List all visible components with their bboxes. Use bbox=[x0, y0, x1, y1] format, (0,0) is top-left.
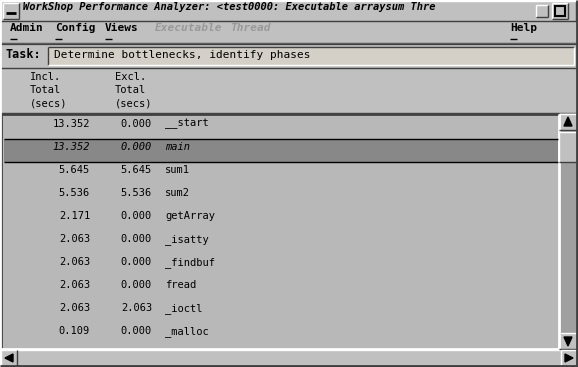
Text: 0.000: 0.000 bbox=[121, 234, 152, 244]
Text: (secs): (secs) bbox=[115, 98, 153, 108]
Text: 0.000: 0.000 bbox=[121, 211, 152, 221]
Text: Help: Help bbox=[510, 23, 537, 33]
Text: Executable: Executable bbox=[155, 23, 223, 33]
Text: fread: fread bbox=[165, 280, 197, 290]
Bar bbox=[1, 350, 17, 366]
Bar bbox=[559, 114, 577, 349]
Text: 2.063: 2.063 bbox=[59, 304, 90, 313]
Text: 5.536: 5.536 bbox=[59, 188, 90, 198]
Bar bbox=[1, 114, 559, 349]
Text: 2.063: 2.063 bbox=[59, 280, 90, 290]
Text: _ioctl: _ioctl bbox=[165, 303, 202, 314]
Polygon shape bbox=[565, 354, 573, 362]
Text: Task:: Task: bbox=[6, 48, 42, 61]
Bar bbox=[552, 3, 568, 19]
Text: __start: __start bbox=[165, 118, 209, 129]
Bar bbox=[559, 114, 577, 130]
Bar bbox=[0, 22, 578, 44]
Text: 0.000: 0.000 bbox=[121, 119, 152, 128]
Text: _isatty: _isatty bbox=[165, 234, 209, 244]
Bar bbox=[0, 68, 578, 114]
Bar bbox=[48, 47, 574, 65]
Text: main: main bbox=[165, 142, 190, 152]
Text: 2.171: 2.171 bbox=[59, 211, 90, 221]
Text: (secs): (secs) bbox=[30, 98, 68, 108]
Bar bbox=[4, 139, 558, 162]
Text: sum2: sum2 bbox=[165, 188, 190, 198]
Text: 0.000: 0.000 bbox=[121, 142, 152, 152]
Text: Incl.: Incl. bbox=[30, 72, 61, 82]
Bar bbox=[561, 350, 577, 366]
Bar bbox=[560, 130, 576, 333]
Text: 13.352: 13.352 bbox=[53, 142, 90, 152]
Text: getArray: getArray bbox=[165, 211, 215, 221]
Text: Excl.: Excl. bbox=[115, 72, 146, 82]
Bar bbox=[1, 350, 577, 366]
Text: Admin: Admin bbox=[10, 23, 44, 33]
Text: 5.645: 5.645 bbox=[121, 165, 152, 175]
Text: 2.063: 2.063 bbox=[121, 304, 152, 313]
Text: 2.063: 2.063 bbox=[59, 257, 90, 267]
Text: WorkShop Performance Analyzer: <test0000: Executable arraysum Thre: WorkShop Performance Analyzer: <test0000… bbox=[23, 2, 435, 12]
Bar bbox=[0, 44, 578, 68]
Text: Thread: Thread bbox=[230, 23, 271, 33]
Bar bbox=[3, 3, 19, 19]
Text: Total: Total bbox=[115, 85, 146, 95]
Text: 0.000: 0.000 bbox=[121, 257, 152, 267]
Text: Views: Views bbox=[105, 23, 139, 33]
Bar bbox=[0, 0, 578, 22]
Bar bbox=[555, 6, 565, 16]
Bar bbox=[559, 333, 577, 349]
Polygon shape bbox=[564, 117, 572, 126]
Polygon shape bbox=[564, 337, 572, 346]
Text: 0.109: 0.109 bbox=[59, 327, 90, 337]
Bar bbox=[559, 132, 577, 162]
Text: 5.536: 5.536 bbox=[121, 188, 152, 198]
Text: 0.000: 0.000 bbox=[121, 280, 152, 290]
Text: 0.000: 0.000 bbox=[121, 327, 152, 337]
Text: 13.352: 13.352 bbox=[53, 119, 90, 128]
Text: _findbuf: _findbuf bbox=[165, 257, 215, 268]
Text: 2.063: 2.063 bbox=[59, 234, 90, 244]
Text: Config: Config bbox=[55, 23, 95, 33]
Text: _malloc: _malloc bbox=[165, 326, 209, 337]
Text: Total: Total bbox=[30, 85, 61, 95]
Text: sum1: sum1 bbox=[165, 165, 190, 175]
Text: 5.645: 5.645 bbox=[59, 165, 90, 175]
Bar bbox=[536, 5, 548, 17]
Polygon shape bbox=[5, 354, 13, 362]
Text: Determine bottlenecks, identify phases: Determine bottlenecks, identify phases bbox=[54, 50, 310, 60]
